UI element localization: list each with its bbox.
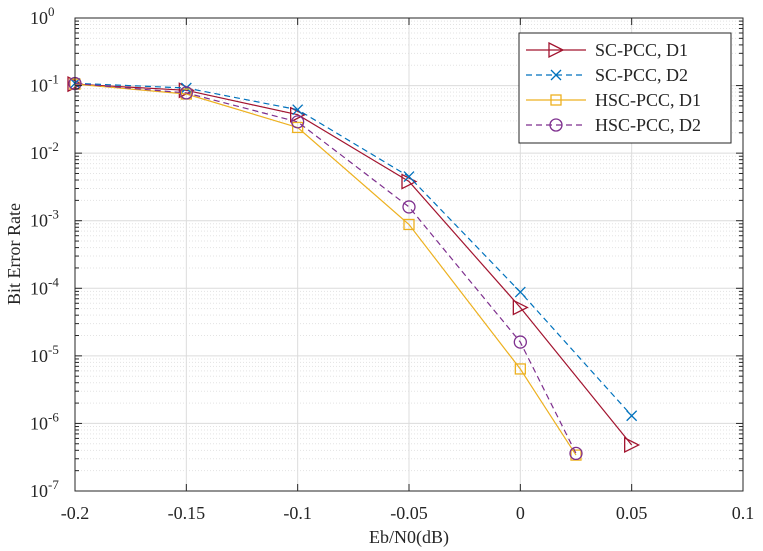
x-marker: [292, 104, 304, 116]
legend-entry: SC-PCC, D1: [526, 40, 688, 60]
triangle-marker: [401, 173, 418, 190]
legend-entry: SC-PCC, D2: [526, 65, 688, 85]
legend-entry: HSC-PCC, D1: [526, 90, 701, 110]
legend-label: SC-PCC, D1: [595, 40, 688, 60]
y-tick-label: 10-5: [30, 342, 59, 366]
x-marker: [403, 171, 415, 183]
circle-marker: [513, 335, 527, 349]
legend-label: HSC-PCC, D2: [595, 115, 701, 135]
series-line: [74, 83, 633, 446]
circle-marker: [402, 200, 416, 214]
y-tick-label: 10-7: [30, 477, 59, 501]
y-tick-label: 10-6: [30, 409, 59, 433]
square-marker: [292, 121, 304, 134]
y-tick-label: 10-3: [30, 207, 59, 231]
legend: SC-PCC, D1 SC-PCC, D2 HSC-PCC, D1 HSC-PCC, …: [518, 32, 732, 144]
series-hsc-pcc-d1: [69, 78, 582, 461]
circle-marker: [291, 115, 305, 129]
circle-marker: [179, 86, 193, 100]
y-axis-title: Bit Error Rate: [4, 203, 24, 305]
x-marker: [626, 410, 638, 422]
legend-label: SC-PCC, D2: [595, 65, 688, 85]
y-tick-label: 10-4: [30, 274, 59, 298]
x-marker: [180, 82, 192, 94]
square-marker: [550, 94, 562, 106]
y-tick-label: 100: [30, 4, 55, 28]
square-marker: [514, 363, 526, 375]
x-tick-label: -0.2: [61, 503, 90, 523]
x-tick-label: 0: [516, 503, 525, 523]
x-marker: [550, 69, 562, 81]
tick-marks: [74, 17, 744, 492]
x-tick-label: -0.05: [390, 503, 428, 523]
series-layer: [67, 76, 641, 461]
y-tick-labels: 100 10-1 10-2 10-3 10-4 10-5 10-6 10-7: [30, 4, 59, 501]
y-tick-label: 10-2: [30, 139, 59, 163]
x-tick-label: 0.05: [616, 503, 648, 523]
legend-label: HSC-PCC, D1: [595, 90, 701, 110]
circle-marker: [569, 446, 583, 461]
series-line: [74, 82, 633, 417]
triangle-marker: [512, 299, 529, 316]
x-tick-labels: -0.2 -0.15 -0.1 -0.05 0 0.05 0.1: [61, 503, 755, 523]
triangle-marker: [290, 106, 307, 123]
x-marker: [514, 286, 526, 298]
square-marker: [570, 449, 582, 461]
square-marker: [403, 218, 415, 231]
triangle-marker: [548, 41, 565, 59]
series-sc-pcc-d2: [69, 77, 638, 422]
legend-entry: HSC-PCC, D2: [526, 115, 701, 135]
legend-box: [518, 32, 732, 144]
series-line: [74, 83, 577, 456]
x-tick-label: 0.1: [732, 503, 755, 523]
circle-marker: [549, 118, 563, 132]
triangle-marker: [624, 436, 641, 454]
x-tick-label: -0.1: [283, 503, 312, 523]
y-tick-label: 10-1: [30, 72, 59, 96]
series-line: [74, 83, 577, 454]
x-tick-label: -0.15: [168, 503, 206, 523]
x-axis-title: Eb/N0(dB): [369, 527, 449, 548]
